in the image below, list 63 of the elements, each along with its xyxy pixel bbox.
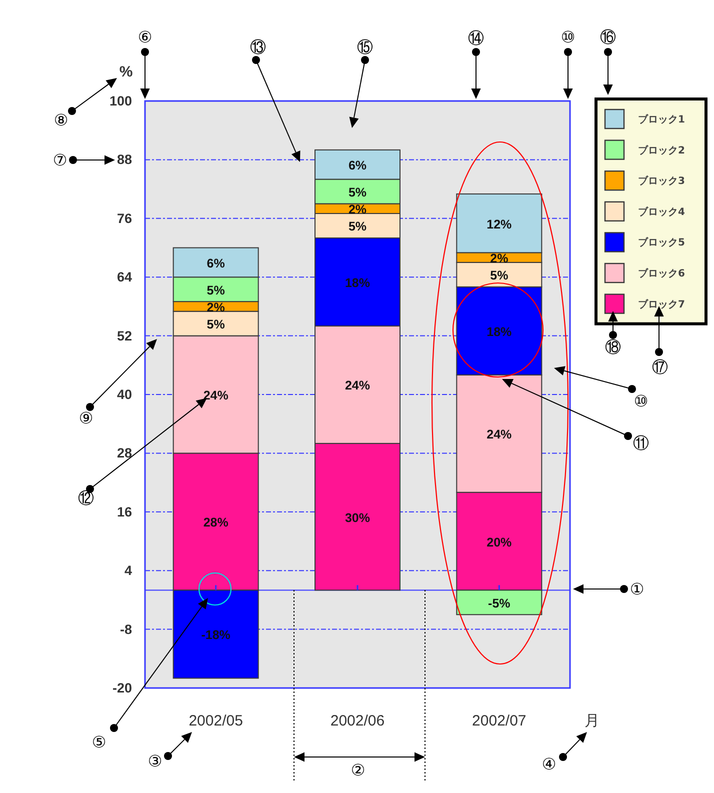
x-tick-label: 2002/06 xyxy=(330,712,385,730)
annotation: ⑯ xyxy=(600,28,616,46)
annotation: ④ xyxy=(542,754,556,774)
annotation: ⑬ xyxy=(250,38,266,56)
data-label: -18% xyxy=(201,628,230,642)
data-label: 2% xyxy=(206,300,225,314)
legend-label: ブロック3 xyxy=(638,175,685,188)
y-tick-label: 76 xyxy=(116,210,132,226)
x-axis-title: 月 xyxy=(584,712,600,730)
legend-label: ブロック5 xyxy=(638,236,685,249)
y-tick-label: 16 xyxy=(116,504,132,520)
data-label: -5% xyxy=(488,596,510,610)
y-tick-label: -20 xyxy=(112,680,132,696)
legend-label: ブロック2 xyxy=(638,144,685,156)
legend-label: ブロック4 xyxy=(638,206,685,218)
annotation: ⑱ xyxy=(605,338,621,356)
annotation: ⑫ xyxy=(78,488,94,508)
data-label: 18% xyxy=(486,324,512,339)
x-tick-label: 2002/05 xyxy=(188,712,243,730)
data-label: 28% xyxy=(203,516,228,530)
annotation: ③ xyxy=(148,752,162,770)
y-tick-label: 52 xyxy=(116,328,132,344)
y-tick-label: 64 xyxy=(116,270,132,285)
annotation: ⑪ xyxy=(633,434,649,452)
data-label: 2% xyxy=(348,202,367,217)
annotation: ⑧ xyxy=(54,110,68,130)
annotation: ⑩ xyxy=(560,28,576,46)
data-label: 20% xyxy=(486,535,512,550)
data-label: 24% xyxy=(344,378,370,393)
legend-label: ブロック1 xyxy=(638,114,685,126)
annotation: ⑥ xyxy=(138,28,152,46)
annotation: ⑨ xyxy=(78,408,94,428)
annotation: ⑮ xyxy=(357,38,373,56)
annotation: ① xyxy=(630,580,644,598)
x-tick-label: 2002/07 xyxy=(472,712,526,730)
data-label: 5% xyxy=(348,185,367,200)
data-label: 12% xyxy=(486,217,512,232)
y-tick-label: 28 xyxy=(116,446,132,461)
data-label: 5% xyxy=(206,283,225,298)
y-tick-label: 100 xyxy=(109,94,132,108)
data-label: 2% xyxy=(490,252,508,266)
data-label: 6% xyxy=(206,256,225,270)
y-tick-label: 4 xyxy=(124,563,132,578)
legend-label: ブロック6 xyxy=(638,268,685,280)
data-label: 30% xyxy=(344,510,370,525)
data-label: 5% xyxy=(348,220,367,234)
annotation: ⑩ xyxy=(634,392,648,410)
annotation: ⑭ xyxy=(468,28,484,48)
y-tick-label: 40 xyxy=(116,387,132,402)
y-tick-label: -8 xyxy=(120,622,132,637)
data-label: 5% xyxy=(490,268,508,283)
annotation: ⑤ xyxy=(92,732,106,752)
y-tick-label: 88 xyxy=(116,152,132,168)
data-label: 5% xyxy=(206,318,225,332)
data-label: 24% xyxy=(203,388,228,402)
annotation: ⑰ xyxy=(652,358,668,376)
annotation: ② xyxy=(350,760,366,780)
data-label: 24% xyxy=(486,428,512,442)
data-label: 18% xyxy=(344,276,370,290)
data-label: 6% xyxy=(348,158,367,173)
annotation: ⑦ xyxy=(52,150,68,170)
legend-label: ブロック7 xyxy=(638,298,685,310)
y-axis-title: % xyxy=(119,64,133,80)
